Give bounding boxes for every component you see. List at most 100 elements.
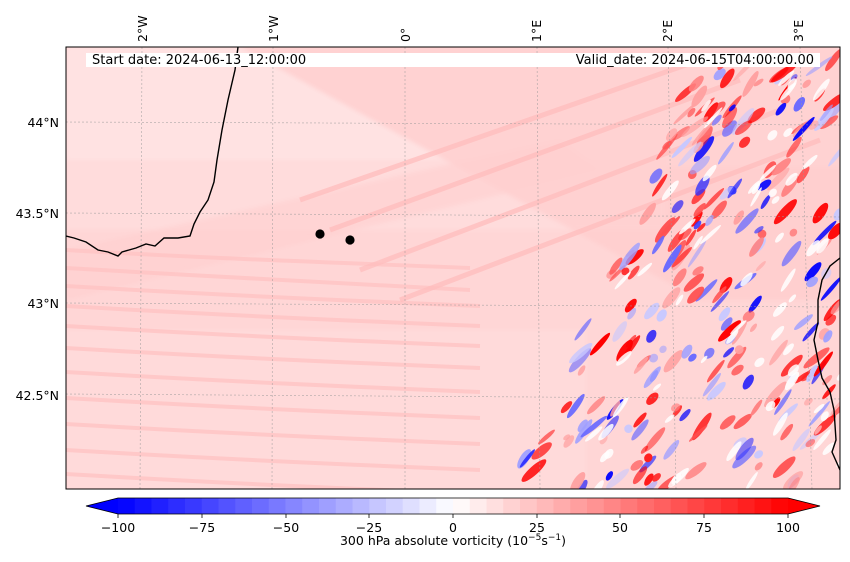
vorticity-blob xyxy=(794,371,810,384)
lon-tick-label: 1°W xyxy=(266,15,281,42)
colorbar-step xyxy=(218,498,236,514)
vorticity-blob xyxy=(671,200,684,213)
colorbar-tick-labels: −100 −75 −50 −25 0 25 50 75 100 xyxy=(101,520,800,535)
turbulent-vorticity-region xyxy=(517,48,840,489)
vorticity-blob xyxy=(767,167,790,191)
vorticity-blob xyxy=(531,442,552,460)
location-marker-1 xyxy=(315,229,325,239)
vorticity-blob xyxy=(712,286,727,304)
vorticity-blob xyxy=(644,302,660,320)
colorbar-step xyxy=(570,498,588,514)
vorticity-blob xyxy=(566,393,585,419)
vorticity-gap xyxy=(788,294,797,303)
colorbar-step xyxy=(369,498,387,514)
vorticity-blob xyxy=(695,279,718,302)
vorticity-blob xyxy=(691,85,708,108)
vorticity-blob xyxy=(783,471,804,489)
vorticity-blob xyxy=(621,267,630,276)
colorbar-extend-high xyxy=(788,498,820,514)
vorticity-blob xyxy=(639,202,656,225)
vorticity-blob xyxy=(519,449,536,468)
vorticity-blob xyxy=(806,364,818,383)
vorticity-gap xyxy=(726,441,742,462)
vorticity-blob xyxy=(802,322,820,342)
colorbar-step xyxy=(553,498,571,514)
colorbar-step xyxy=(386,498,404,514)
vorticity-gap xyxy=(675,294,684,306)
vorticity-blob xyxy=(754,226,764,234)
vorticity-blob xyxy=(681,344,693,359)
vorticity-wave-streaks xyxy=(66,248,481,489)
lon-tick-label: 2°E xyxy=(660,20,675,42)
vorticity-blob xyxy=(819,104,833,121)
vorticity-blob xyxy=(833,207,840,221)
vorticity-blob xyxy=(649,168,663,184)
colorbar-tick-label: −100 xyxy=(101,520,135,535)
vorticity-gap xyxy=(598,423,614,441)
vorticity-blob xyxy=(688,425,708,442)
vorticity-blob xyxy=(773,199,797,225)
vorticity-blob xyxy=(568,348,592,373)
vorticity-gap xyxy=(612,396,629,418)
vorticity-gap xyxy=(773,412,788,436)
vorticity-gap xyxy=(750,187,762,207)
vorticity-blob xyxy=(820,276,840,301)
vorticity-blob xyxy=(742,70,759,97)
vorticity-blob xyxy=(754,462,763,471)
vorticity-gap xyxy=(802,154,818,170)
vorticity-gap xyxy=(771,196,780,204)
colorbar-step xyxy=(603,498,622,514)
vorticity-blob xyxy=(718,307,731,322)
vorticity-blob xyxy=(661,216,681,236)
vorticity-blob xyxy=(804,262,822,282)
vorticity-blob xyxy=(652,173,668,197)
vorticity-blob xyxy=(794,314,813,331)
vorticity-blob xyxy=(812,202,829,224)
vorticity-gap xyxy=(616,351,632,366)
vorticity-gap xyxy=(785,172,798,186)
colorbar-step xyxy=(118,498,136,514)
vorticity-gap xyxy=(754,357,765,368)
vorticity-blob xyxy=(718,320,741,342)
vorticity-blob xyxy=(748,295,762,313)
vorticity-blob xyxy=(570,472,586,489)
vorticity-gap xyxy=(783,343,794,356)
colorbar-tick-label: −25 xyxy=(356,520,382,535)
vorticity-blob xyxy=(717,141,734,165)
colorbar-step xyxy=(520,498,538,514)
colorbar-extend-low xyxy=(86,498,118,514)
vorticity-gap xyxy=(820,411,829,422)
vorticity-blob xyxy=(671,403,681,412)
vorticity-gap xyxy=(836,371,840,381)
vorticity-blob xyxy=(723,347,735,358)
vorticity-blob xyxy=(687,107,696,118)
vorticity-blob xyxy=(683,273,705,292)
vorticity-blob xyxy=(742,310,755,322)
vorticity-blob xyxy=(819,115,839,130)
vorticity-blob xyxy=(728,104,736,112)
vorticity-blob xyxy=(656,133,678,160)
vorticity-blob xyxy=(671,247,692,268)
colorbar-step xyxy=(402,498,421,514)
colorbar-step xyxy=(654,498,672,514)
lat-tick-label: 42.5°N xyxy=(16,388,59,403)
vorticity-blob xyxy=(695,175,710,196)
vorticity-blob xyxy=(764,381,787,408)
vorticity-blob xyxy=(734,120,752,136)
vorticity-blob xyxy=(731,364,744,376)
vorticity-gap xyxy=(614,271,631,290)
map-frame xyxy=(65,46,841,490)
map-panel xyxy=(66,47,840,489)
vorticity-blob xyxy=(665,128,678,142)
vorticity-gap xyxy=(771,325,785,341)
vorticity-blob xyxy=(789,228,798,237)
vorticity-blob xyxy=(560,401,573,414)
colorbar-step xyxy=(151,498,169,514)
vorticity-gap xyxy=(600,451,610,463)
vorticity-gap xyxy=(745,471,758,489)
vorticity-gap xyxy=(671,473,682,485)
vorticity-blob xyxy=(775,102,787,116)
vorticity-blob xyxy=(808,401,831,427)
vorticity-blob xyxy=(805,439,816,448)
lon-tick-label: 0° xyxy=(398,28,413,42)
